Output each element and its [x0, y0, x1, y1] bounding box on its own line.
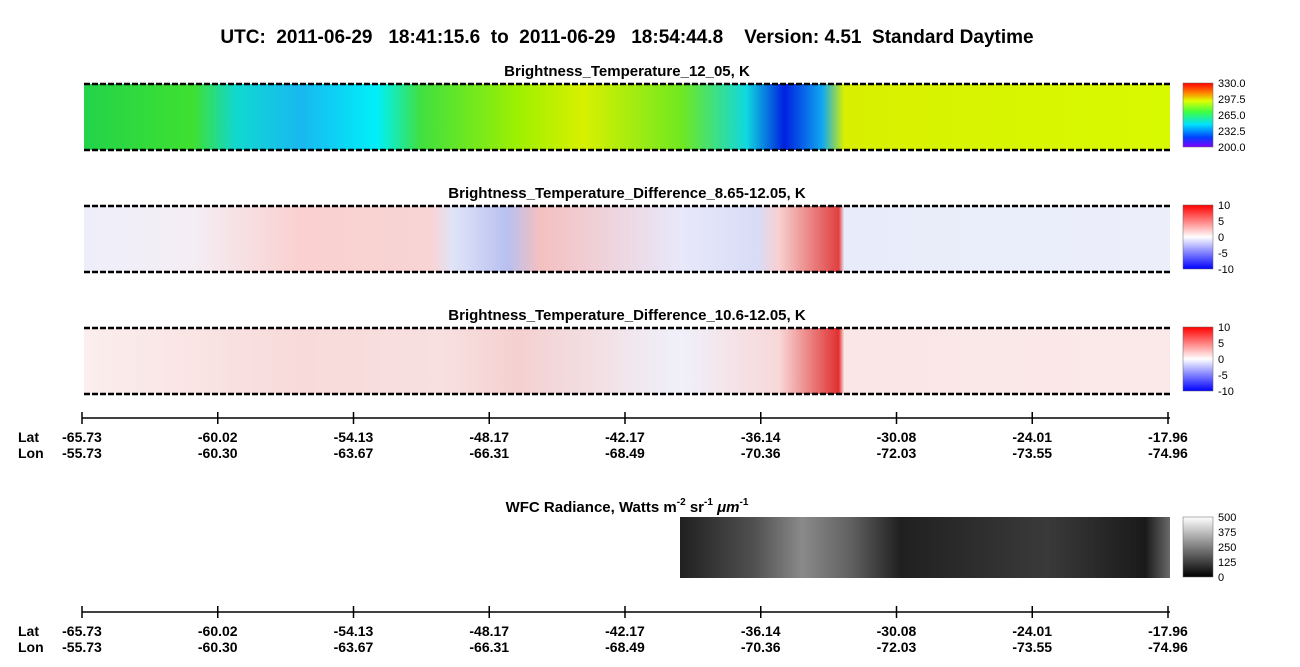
lon-label: -63.67: [334, 639, 374, 655]
lat-label: -17.96: [1148, 623, 1188, 639]
colorbar-label: 5: [1218, 338, 1224, 350]
colorbar-label: 0: [1218, 232, 1224, 244]
lat-label: -60.02: [198, 429, 238, 445]
wfc-title: WFC Radiance, Watts m-2 sr-1 μm-1: [506, 497, 749, 516]
lon-label: -68.49: [605, 639, 645, 655]
colorbar-label: 5: [1218, 216, 1224, 228]
lat-label: -54.13: [334, 623, 374, 639]
colorbar-label: 375: [1218, 527, 1236, 539]
lat-label: -65.73: [62, 429, 102, 445]
colorbar-label: 500: [1218, 512, 1236, 524]
lat-label: -60.02: [198, 623, 238, 639]
colorbar-label: 330.0: [1218, 78, 1246, 90]
panel-image: [84, 328, 1170, 394]
colorbar-label: 10: [1218, 200, 1230, 212]
wfc-colorbar: [1182, 516, 1214, 578]
lon-label: -73.55: [1012, 445, 1052, 461]
axis-row-label: Lat: [18, 623, 39, 639]
lat-label: -65.73: [62, 623, 102, 639]
lat-label: -30.08: [877, 429, 917, 445]
colorbar-label: -10: [1218, 386, 1234, 398]
lat-label: -30.08: [877, 623, 917, 639]
lon-label: -66.31: [469, 639, 509, 655]
colorbar-label: 0: [1218, 354, 1224, 366]
colorbar: [1182, 326, 1214, 392]
colorbar-label: -5: [1218, 248, 1228, 260]
colorbar-label: 297.5: [1218, 94, 1246, 106]
lat-label: -24.01: [1012, 623, 1052, 639]
panel-title: Brightness_Temperature_Difference_8.65-1…: [448, 185, 806, 202]
page-title: UTC: 2011-06-29 18:41:15.6 to 2011-06-29…: [220, 27, 1033, 48]
lon-label: -74.96: [1148, 639, 1188, 655]
colorbar-label: 250: [1218, 542, 1236, 554]
lon-label: -68.49: [605, 445, 645, 461]
panel-title: Brightness_Temperature_Difference_10.6-1…: [448, 307, 806, 324]
lat-label: -54.13: [334, 429, 374, 445]
colorbar-label: -10: [1218, 264, 1234, 276]
lon-label: -55.73: [62, 445, 102, 461]
lon-label: -60.30: [198, 445, 238, 461]
wfc-title-part: μm: [713, 499, 740, 516]
axis-row-label: Lon: [18, 639, 44, 655]
lat-label: -36.14: [741, 623, 781, 639]
lon-label: -70.36: [741, 639, 781, 655]
wfc-title-part: -1: [704, 497, 713, 508]
panel-image: [84, 206, 1170, 272]
lon-label: -70.36: [741, 445, 781, 461]
lat-label: -42.17: [605, 429, 645, 445]
lon-label: -74.96: [1148, 445, 1188, 461]
colorbar: [1182, 82, 1214, 148]
lat-label: -48.17: [469, 623, 509, 639]
colorbar-label: -5: [1218, 370, 1228, 382]
wfc-title-part: WFC Radiance, Watts m: [506, 499, 677, 516]
lon-label: -73.55: [1012, 639, 1052, 655]
colorbar-label: 265.0: [1218, 110, 1246, 122]
colorbar: [1182, 204, 1214, 270]
wfc-image: [680, 517, 1170, 578]
colorbar-label: 0: [1218, 572, 1224, 584]
lat-label: -17.96: [1148, 429, 1188, 445]
wfc-title-part: sr: [686, 499, 705, 516]
lat-label: -24.01: [1012, 429, 1052, 445]
lat-label: -48.17: [469, 429, 509, 445]
lon-label: -63.67: [334, 445, 374, 461]
colorbar-label: 232.5: [1218, 126, 1246, 138]
axis-row-label: Lon: [18, 445, 44, 461]
lat-label: -42.17: [605, 623, 645, 639]
wfc-title-part: -1: [739, 497, 748, 508]
panel-image: [84, 84, 1170, 150]
lon-label: -72.03: [877, 445, 917, 461]
lat-label: -36.14: [741, 429, 781, 445]
panel-title: Brightness_Temperature_12_05, K: [504, 63, 750, 80]
colorbar-label: 125: [1218, 557, 1236, 569]
lon-label: -66.31: [469, 445, 509, 461]
lon-label: -55.73: [62, 639, 102, 655]
colorbar-label: 200.0: [1218, 142, 1246, 154]
lon-label: -72.03: [877, 639, 917, 655]
colorbar-label: 10: [1218, 322, 1230, 334]
wfc-title-part: -2: [677, 497, 686, 508]
lon-label: -60.30: [198, 639, 238, 655]
axis-row-label: Lat: [18, 429, 39, 445]
